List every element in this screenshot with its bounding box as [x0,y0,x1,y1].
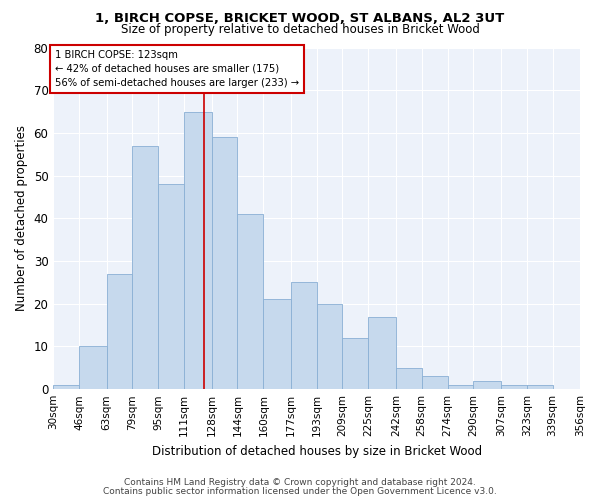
Text: 1, BIRCH COPSE, BRICKET WOOD, ST ALBANS, AL2 3UT: 1, BIRCH COPSE, BRICKET WOOD, ST ALBANS,… [95,12,505,26]
Bar [527,385,553,389]
Bar [368,316,396,389]
Bar [263,300,291,389]
Bar [133,146,158,389]
Bar [448,385,473,389]
Text: Contains public sector information licensed under the Open Government Licence v3: Contains public sector information licen… [103,486,497,496]
Bar [396,368,422,389]
Bar [291,282,317,389]
Bar [473,380,501,389]
Bar [79,346,107,389]
Y-axis label: Number of detached properties: Number of detached properties [15,126,28,312]
Bar [184,112,212,389]
Bar [501,385,527,389]
Bar [158,184,184,389]
Text: Size of property relative to detached houses in Bricket Wood: Size of property relative to detached ho… [121,22,479,36]
Bar [317,304,343,389]
Bar [107,274,133,389]
Bar [53,385,79,389]
Bar [422,376,448,389]
X-axis label: Distribution of detached houses by size in Bricket Wood: Distribution of detached houses by size … [152,444,482,458]
Text: Contains HM Land Registry data © Crown copyright and database right 2024.: Contains HM Land Registry data © Crown c… [124,478,476,487]
Bar [212,137,238,389]
Bar [343,338,368,389]
Bar [238,214,263,389]
Text: 1 BIRCH COPSE: 123sqm
← 42% of detached houses are smaller (175)
56% of semi-det: 1 BIRCH COPSE: 123sqm ← 42% of detached … [55,50,299,88]
